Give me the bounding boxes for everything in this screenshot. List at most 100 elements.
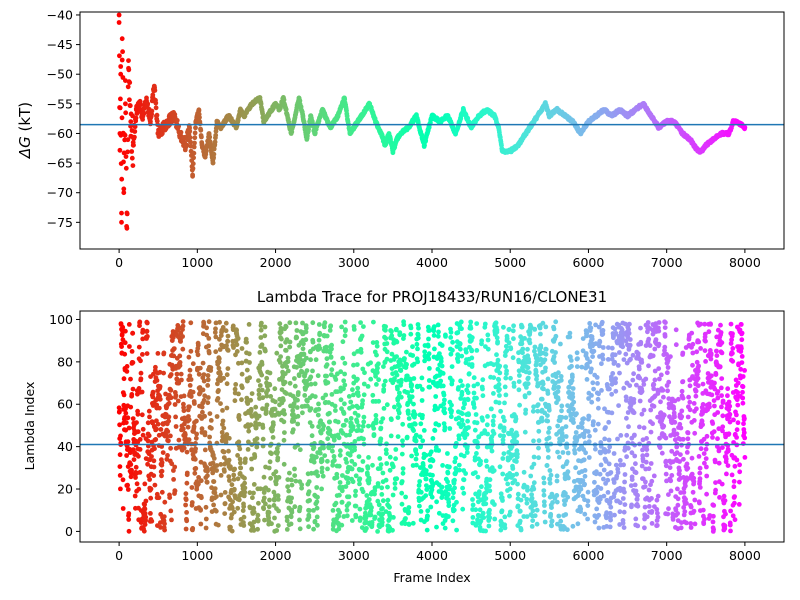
lambda-point [464,432,470,437]
lambda-point [525,487,530,493]
lambda-point [375,365,380,371]
lambda-point [411,401,416,407]
lambda-point [449,402,454,408]
lambda-point [291,418,297,424]
lambda-point [256,500,261,506]
lambda-point [510,355,516,361]
delta-g-panel: 0 1000 2000 3000 4000 5000 6000 7000 8000 −75−70… [16,7,785,270]
delta-g-point [123,101,128,107]
lambda-point [374,352,379,358]
lambda-point [331,437,337,443]
lambda-point [314,454,319,460]
lambda-point [343,327,348,333]
lambda-point [283,324,289,330]
lambda-point [463,349,469,355]
lambda-point [328,355,334,360]
delta-g-point [154,112,160,118]
lambda-point [519,341,525,347]
lambda-point [311,459,317,465]
lambda-point [206,319,212,325]
lambda-point [284,518,290,524]
delta-g-point [382,142,388,148]
lambda-point [554,493,560,498]
delta-g-point [543,101,548,107]
lambda-point [148,495,154,501]
delta-g-point [327,125,333,130]
lambda-point [530,508,536,514]
lambda-point [192,401,197,406]
lambda-point [198,507,204,513]
delta-g-point [445,113,450,119]
lambda-point [410,353,416,358]
lambda-point [296,373,302,379]
lambda-point [128,462,134,467]
lambda-point [459,417,465,423]
delta-g-point [234,125,239,130]
y-tick-label: −70 [47,185,73,200]
lambda-point [332,458,337,463]
lambda-point [287,380,293,386]
lambda-point [466,412,472,418]
lambda-point [399,490,405,496]
lambda-point [166,400,172,406]
lambda-point [554,478,560,484]
lambda-point [549,518,555,524]
lambda-point [118,433,123,439]
lambda-point [541,475,547,481]
lambda-point [195,342,201,348]
lambda-point [287,320,293,326]
lambda-point [266,504,272,510]
delta-g-point [190,166,196,171]
lambda-point [251,490,256,496]
lambda-point [387,454,393,460]
lambda-point [166,414,172,420]
delta-g-point [672,119,677,124]
lambda-point [259,320,264,326]
lambda-point [332,403,338,409]
lambda-point [213,349,219,355]
lambda-point [417,503,422,509]
lambda-point [538,345,544,350]
lambda-point [220,418,226,424]
lambda-point [430,472,435,478]
lambda-point [130,416,136,421]
lambda-point [341,422,347,428]
lambda-point [500,456,506,461]
lambda-point [223,320,229,326]
lambda-point [336,435,342,441]
lambda-point [472,427,478,433]
lambda-point [554,473,560,479]
lambda-point [250,495,255,501]
lambda-point [289,482,295,488]
lambda-point [139,412,145,418]
lambda-point [366,497,372,502]
lambda-point [200,387,206,393]
delta-g-point [742,125,748,130]
lambda-point [266,487,271,493]
lambda-point [205,383,211,388]
lambda-point [171,477,177,482]
lambda-point [226,457,232,463]
lambda-point [452,477,457,483]
lambda-point [284,364,290,370]
delta-g-point [207,134,213,140]
lambda-point [418,509,424,514]
delta-g-point [351,125,357,130]
lambda-point [418,489,424,495]
lambda-point [384,402,390,408]
lambda-point [138,358,143,364]
lambda-point [375,529,380,534]
lambda-point [192,470,198,476]
lambda-point [137,447,143,452]
lambda-point [503,364,508,369]
lambda-point [317,450,323,456]
lambda-point [466,425,471,430]
lambda-point [459,389,465,395]
lambda-point [450,339,455,345]
lambda-point [536,445,541,451]
lambda-point [186,354,192,360]
lambda-point [162,527,168,533]
lambda-point [399,501,405,507]
delta-g-point [128,119,134,124]
lambda-point [427,366,432,371]
